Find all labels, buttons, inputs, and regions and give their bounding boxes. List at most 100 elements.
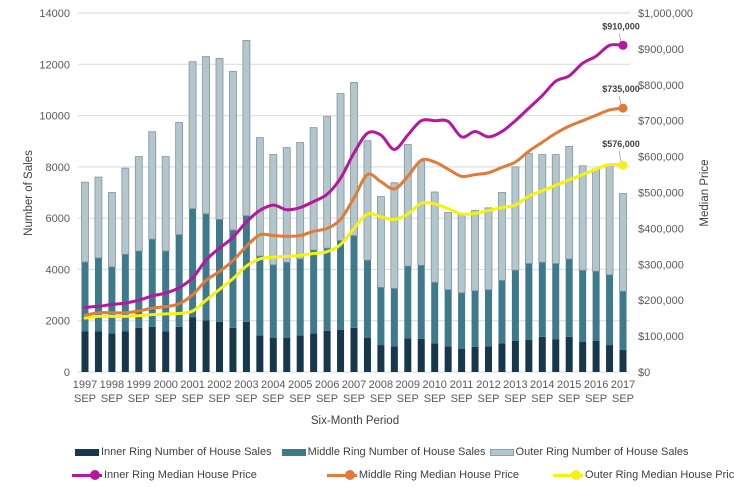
y2-tick-label: $0 [638,367,650,379]
legend-swatch-middle-price [326,470,357,480]
bar-outer-sales [363,140,372,261]
x-tick-sublabel: SEP [585,393,607,405]
bar-inner-sales [323,330,331,372]
bar-middle-sales [202,213,210,321]
bar-outer-sales [255,137,264,257]
bar-outer-sales [498,192,506,281]
bar-outer-sales [444,212,453,291]
bar-middle-sales [458,292,466,349]
y-tick-label: 10000 [39,111,70,123]
bar-outer-sales [108,192,116,268]
x-tick-label: 2009 [396,379,420,391]
bar-middle-sales [108,266,116,334]
data-label-line-middle-price: $735,000 [602,84,640,94]
bar-middle-sales [148,239,156,327]
bar-outer-sales [524,153,533,264]
x-tick-sublabel: SEP [235,393,257,405]
bar-inner-sales [108,333,116,372]
bar-outer-sales [471,210,479,292]
data-label-line-outer-price: $576,000 [602,139,640,149]
bar-inner-sales [363,337,371,372]
bar-inner-sales [175,326,183,372]
bar-outer-sales [134,156,143,252]
x-tick-label: 2006 [315,379,339,391]
bar-outer-sales [121,167,130,255]
x-tick-label: 1998 [100,379,124,391]
y2-tick-label: $200,000 [638,295,684,307]
legend-row-bars: Inner Ring Number of House Sales Middle … [75,446,689,458]
legend-swatch-outer-price [553,470,584,480]
bar-outer-sales [175,122,184,235]
x-axis-title: Six-Month Period [311,415,399,427]
y2-tick-label: $400,000 [638,223,684,235]
legend-label: Inner Ring Number of House Sales [101,446,272,458]
bar-inner-sales [552,339,560,372]
y-tick-label: 6000 [46,213,70,225]
bar-outer-sales [430,191,439,283]
bar-middle-sales [565,258,573,337]
x-tick-label: 2000 [153,379,177,391]
bar-inner-sales [565,336,573,372]
y-tick-label: 14000 [39,8,70,20]
bar-middle-sales [323,248,331,331]
bar-outer-sales [282,147,291,263]
bar-inner-sales [431,343,439,372]
bar-outer-sales [417,161,426,266]
y2-axis-title: Median Price [699,159,711,226]
bar-middle-sales [94,257,102,332]
y2-tick-label: $1,000,000 [638,8,693,20]
bar-middle-sales [471,290,479,347]
x-tick-sublabel: SEP [370,393,392,405]
bar-inner-sales [444,346,452,372]
x-tick-label: 2016 [584,379,608,391]
bar-inner-sales [296,335,304,372]
legend-label: Middle Ring Median House Price [358,469,520,481]
bar-outer-sales [296,142,305,260]
x-tick-label: 2017 [611,379,635,391]
data-label-leader [618,151,622,162]
bar-middle-sales [310,249,318,334]
bar-outer-sales [390,182,399,289]
y-axis-title: Number of Sales [23,150,35,236]
bar-middle-sales [162,250,170,332]
bar-outer-sales [242,40,251,216]
bar-inner-sales [162,331,170,372]
y2-tick-label: $700,000 [638,116,684,128]
y2-tick-label: $900,000 [638,44,684,56]
line-outer-price [83,162,625,320]
x-tick-sublabel: SEP [182,393,204,405]
x-tick-sublabel: SEP [451,393,473,405]
x-tick-label: 2002 [207,379,231,391]
legend-label: Middle Ring Number of House Sales [307,446,486,458]
x-tick-sublabel: SEP [316,393,338,405]
bar-outer-sales [457,213,466,294]
bar-middle-sales [256,256,264,336]
data-label-line-inner-price: $910,000 [602,21,640,31]
bar-outer-sales [269,154,278,266]
x-tick-label: 2010 [422,379,446,391]
bar-outer-sales [578,165,587,271]
data-label-leader [618,33,622,42]
bar-outer-sales [511,166,520,271]
bar-outer-sales [188,61,197,210]
y2-tick-label: $100,000 [638,331,684,343]
y-tick-label: 4000 [46,264,70,276]
bar-middle-sales [269,264,277,338]
bar-inner-sales [511,340,519,372]
bar-inner-sales [525,339,533,372]
line-middle-price [83,106,625,317]
bar-inner-sales [579,341,587,372]
y-tick-label: 12000 [39,59,70,71]
bar-middle-sales [121,254,129,332]
end-data-labels: $576,000 $735,000 $910,000 [602,21,640,162]
y-tick-label: 8000 [46,162,70,174]
bar-middle-sales [189,208,197,318]
bar-outer-sales [202,56,210,215]
x-tick-sublabel: SEP [289,393,311,405]
bar-inner-sales [390,346,398,372]
legend-label: Outer Ring Median House Price [585,469,734,481]
bar-middle-sales [485,289,492,347]
right-axis-ticks: $0 $100,000 $200,000 $300,000 $400,000 $500,0… [638,8,693,379]
bar-middle-sales [337,240,345,330]
line-outer-price-end-marker [618,160,628,170]
